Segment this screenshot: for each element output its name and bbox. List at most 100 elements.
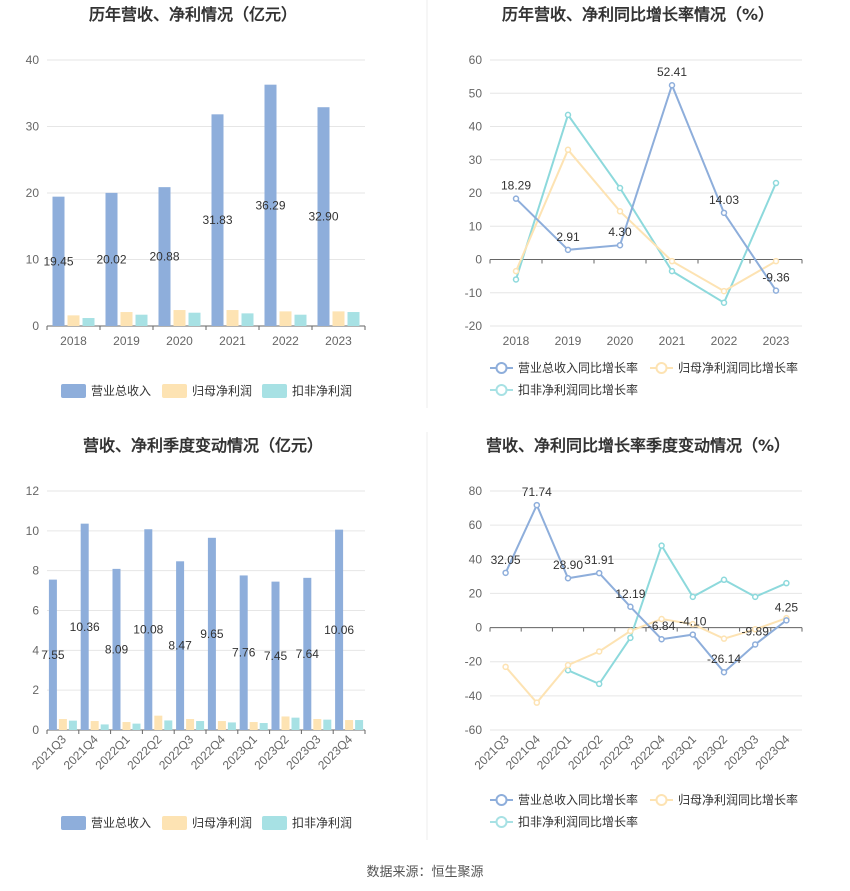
point-net-profit[interactable] (658, 615, 665, 623)
legend-marker-deducted-growth[interactable] (495, 384, 508, 396)
point-net-profit[interactable] (668, 257, 676, 265)
point-deducted[interactable] (595, 680, 603, 688)
legend-swatch-q-net-profit[interactable] (162, 816, 187, 830)
point-deducted[interactable] (512, 276, 520, 283)
point-revenue[interactable] (783, 617, 790, 624)
point-net-profit[interactable] (720, 635, 728, 642)
series-line-deducted[interactable] (515, 112, 777, 305)
point-net-profit[interactable] (689, 620, 697, 628)
legend-swatch-q-revenue[interactable] (61, 816, 86, 830)
legend-marker-net-profit-growth[interactable] (655, 362, 668, 374)
legend-marker-revenue-growth[interactable] (495, 362, 508, 374)
bar-net-profit[interactable] (345, 720, 354, 730)
legend-label-q-revenue[interactable]: 营业总收入 (91, 816, 151, 830)
point-net-profit[interactable] (720, 287, 728, 295)
bar-net-profit[interactable] (120, 312, 133, 326)
legend-label-net-profit-growth[interactable]: 归母净利润同比增长率 (678, 360, 798, 375)
point-revenue[interactable] (627, 603, 634, 611)
point-revenue[interactable] (668, 81, 676, 89)
bar-deducted[interactable] (100, 724, 109, 730)
bar-deducted[interactable] (196, 721, 205, 730)
bar-deducted[interactable] (68, 720, 77, 730)
point-revenue[interactable] (689, 631, 697, 638)
legend-label-q-deducted-net-profit[interactable]: 扣非净利润 (292, 816, 352, 830)
legend-label-q-net-profit[interactable]: 归母净利润 (192, 816, 252, 830)
bar-revenue[interactable] (271, 581, 280, 730)
bar-deducted[interactable] (132, 723, 141, 730)
bar-revenue[interactable] (158, 187, 171, 326)
bar-deducted[interactable] (294, 314, 307, 326)
point-deducted[interactable] (783, 579, 790, 587)
point-revenue[interactable] (502, 569, 509, 577)
bar-net-profit[interactable] (67, 315, 80, 326)
bar-net-profit[interactable] (313, 719, 322, 730)
bar-net-profit[interactable] (217, 721, 226, 730)
bar-deducted[interactable] (188, 312, 201, 326)
bar-deducted[interactable] (347, 312, 360, 326)
point-net-profit[interactable] (512, 267, 520, 275)
legend-swatch-revenue[interactable] (61, 384, 86, 398)
point-revenue[interactable] (564, 574, 572, 582)
bar-revenue[interactable] (112, 568, 121, 730)
legend-label-revenue[interactable]: 营业总收入 (91, 384, 151, 398)
point-net-profit[interactable] (502, 663, 509, 671)
bar-net-profit[interactable] (122, 722, 131, 730)
legend-label-deducted-growth[interactable]: 扣非净利润同比增长率 (518, 382, 638, 397)
bar-revenue[interactable] (48, 579, 57, 730)
legend-swatch-net-profit[interactable] (162, 384, 187, 398)
point-revenue[interactable] (658, 635, 665, 643)
legend-label-net-profit[interactable]: 归母净利润 (192, 384, 252, 398)
point-deducted[interactable] (658, 542, 665, 549)
point-deducted[interactable] (751, 593, 759, 601)
bar-revenue[interactable] (80, 523, 89, 730)
point-deducted[interactable] (627, 634, 634, 642)
series-line-revenue[interactable] (504, 502, 788, 674)
bar-revenue[interactable] (264, 84, 277, 326)
point-deducted[interactable] (720, 576, 728, 584)
point-deducted[interactable] (772, 179, 780, 187)
bar-revenue[interactable] (105, 192, 118, 326)
bar-net-profit[interactable] (58, 719, 67, 730)
legend-label-q-net-profit-growth[interactable]: 归母净利润同比增长率 (678, 792, 798, 807)
bar-net-profit[interactable] (279, 311, 292, 326)
point-revenue[interactable] (751, 641, 759, 648)
legend-marker-q-deducted-growth[interactable] (495, 816, 508, 828)
legend-swatch-deducted-net-profit[interactable] (262, 384, 287, 398)
bar-revenue[interactable] (144, 529, 153, 730)
bar-deducted[interactable] (241, 313, 254, 326)
point-net-profit[interactable] (564, 661, 572, 669)
bar-revenue[interactable] (52, 196, 65, 326)
bar-net-profit[interactable] (186, 719, 195, 730)
point-revenue[interactable] (595, 569, 603, 577)
bar-net-profit[interactable] (173, 310, 186, 326)
legend-label-deducted-net-profit[interactable]: 扣非净利润 (292, 384, 352, 398)
bar-deducted[interactable] (82, 318, 95, 326)
bar-net-profit[interactable] (226, 310, 239, 326)
bar-deducted[interactable] (135, 314, 148, 326)
bar-deducted[interactable] (259, 723, 268, 730)
point-revenue[interactable] (616, 241, 624, 249)
point-net-profit[interactable] (533, 699, 541, 706)
bar-net-profit[interactable] (332, 311, 345, 326)
bar-net-profit[interactable] (90, 721, 99, 730)
legend-label-q-deducted-growth[interactable]: 扣非净利润同比增长率 (518, 814, 638, 829)
legend-label-q-revenue-growth[interactable]: 营业总收入同比增长率 (518, 792, 638, 807)
bar-net-profit[interactable] (154, 715, 163, 730)
point-net-profit[interactable] (627, 627, 634, 635)
point-revenue[interactable] (720, 209, 728, 217)
bar-revenue[interactable] (176, 561, 185, 730)
point-deducted[interactable] (616, 184, 624, 192)
point-revenue[interactable] (512, 195, 520, 202)
legend-marker-q-revenue-growth[interactable] (495, 794, 508, 806)
bar-revenue[interactable] (239, 575, 248, 730)
bar-revenue[interactable] (211, 114, 224, 326)
series-line-deducted[interactable] (567, 543, 787, 686)
point-deducted[interactable] (668, 267, 676, 275)
bar-net-profit[interactable] (281, 716, 290, 730)
bar-deducted[interactable] (291, 717, 300, 730)
legend-label-revenue-growth[interactable]: 营业总收入同比增长率 (518, 360, 638, 375)
point-net-profit[interactable] (616, 208, 624, 215)
bar-net-profit[interactable] (249, 722, 258, 730)
point-deducted[interactable] (720, 299, 728, 306)
legend-marker-q-net-profit-growth[interactable] (655, 794, 668, 806)
